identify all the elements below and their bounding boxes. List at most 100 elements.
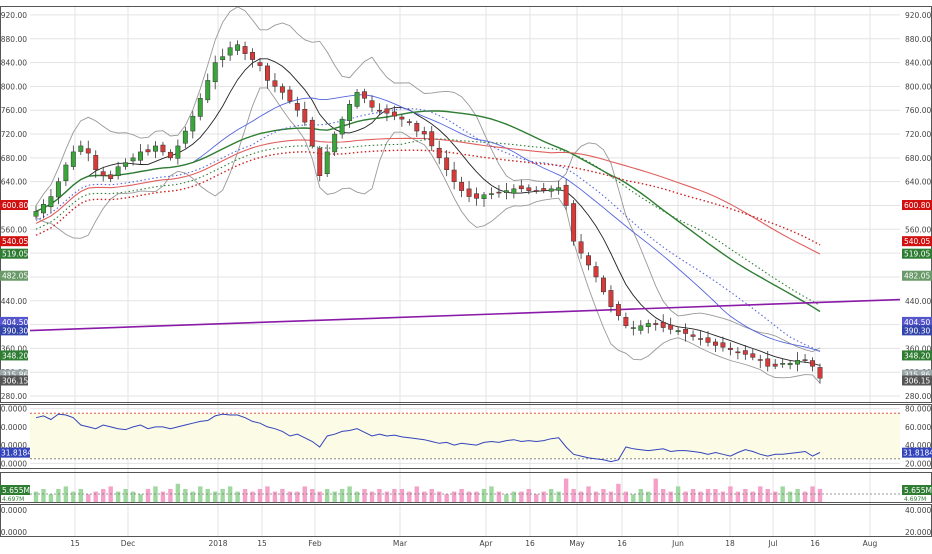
- volume-bar: [56, 489, 61, 502]
- candle-body: [720, 342, 726, 348]
- volume-bar: [392, 489, 397, 502]
- price-label-box-left: [0, 375, 28, 386]
- candle-body: [362, 91, 367, 99]
- rsi-band: [30, 413, 900, 459]
- volume-bar: [511, 491, 517, 502]
- candle-body: [414, 123, 420, 132]
- candle-body: [571, 203, 577, 242]
- y-tick-label: 360.00: [1, 344, 27, 353]
- blank-tick-label: 20.0000: [905, 528, 932, 537]
- volume-bar: [459, 489, 464, 502]
- candle-body: [593, 266, 599, 278]
- candle-body: [541, 188, 547, 191]
- candle-body: [182, 130, 188, 144]
- x-tick-label: Jul: [767, 539, 777, 548]
- candle-body: [354, 92, 360, 107]
- candle-body: [489, 193, 494, 195]
- candle-body: [638, 325, 644, 331]
- candle-body: [698, 338, 703, 340]
- blank-tick-label: 40.0000: [905, 506, 932, 515]
- candle-body: [145, 149, 151, 153]
- volume-bar: [369, 491, 375, 502]
- candle-body: [795, 360, 801, 365]
- candle-body: [787, 363, 793, 366]
- candle-body: [563, 184, 569, 206]
- rsi-tick-label: 60.0000: [905, 423, 932, 432]
- rsi-value-label: 31.8184: [1, 449, 32, 458]
- volume-bar: [787, 491, 793, 502]
- candle-body: [556, 187, 562, 191]
- rsi-tick-label: 40.0000: [0, 441, 27, 450]
- x-tick-label: 15: [70, 539, 80, 548]
- y-tick-label: 920.00: [905, 11, 931, 20]
- candle-body: [503, 190, 509, 193]
- blank-tick-label: 20.0000: [0, 528, 27, 537]
- y-tick-label: 440.00: [905, 297, 931, 306]
- y-tick-label: 280.00: [1, 392, 27, 401]
- volume-bar: [257, 489, 263, 502]
- candle-body: [220, 56, 226, 61]
- ema-100-line: [35, 138, 821, 306]
- y-tick-label: 680.00: [905, 154, 931, 163]
- volume-bar: [549, 489, 554, 502]
- candle-body: [227, 47, 233, 56]
- candle-body: [518, 185, 524, 190]
- rsi-tick-label: 40.0000: [905, 441, 932, 450]
- volume-bar: [339, 489, 345, 502]
- volume-bar: [310, 489, 315, 502]
- candle-body: [242, 46, 248, 54]
- candle-body: [63, 164, 69, 181]
- volume-bar: [519, 491, 524, 502]
- volume-bar: [683, 491, 688, 502]
- panel-frame: [0, 6, 932, 403]
- x-tick-label: 15: [257, 539, 267, 548]
- candle-body: [347, 104, 353, 121]
- volume-bar: [272, 491, 278, 502]
- volume-bar: [773, 491, 778, 502]
- volume-bar: [631, 494, 636, 502]
- volume-bar: [302, 486, 307, 502]
- volume-bar: [765, 489, 770, 502]
- price-label: 404.50: [904, 318, 930, 327]
- candle-body: [750, 353, 756, 358]
- y-tick-label: 880.00: [905, 35, 931, 44]
- candle-body: [713, 341, 718, 346]
- volume-bar: [160, 491, 166, 502]
- volume-bar: [317, 491, 322, 502]
- volume-bar: [623, 491, 629, 502]
- candle-body: [175, 145, 181, 159]
- volume-bar: [758, 486, 763, 502]
- y-tick-label: 360.00: [905, 344, 931, 353]
- price-label-box: [902, 248, 932, 259]
- price-label-left: 540.05: [2, 237, 28, 246]
- candle-body: [578, 241, 584, 254]
- volume-bar: [354, 491, 360, 502]
- x-tick-label: Feb: [308, 539, 322, 548]
- volume-bar: [444, 494, 449, 502]
- volume-bar: [481, 489, 487, 502]
- y-tick-label: 640.00: [1, 178, 27, 187]
- volume-bar: [534, 494, 539, 502]
- volume-bar: [810, 486, 815, 502]
- volume-bar: [377, 489, 382, 502]
- y-tick-label: 760.00: [1, 106, 27, 115]
- price-label: 540.05: [904, 237, 930, 246]
- volume-bar: [601, 489, 606, 502]
- ema-50-line: [35, 107, 821, 352]
- volume-bar: [646, 491, 651, 502]
- candle-body: [481, 194, 487, 199]
- candle-body: [780, 363, 786, 365]
- volume-bar: [115, 491, 121, 502]
- candle-body: [212, 62, 218, 83]
- candle-body: [757, 359, 763, 361]
- candle-body: [384, 108, 390, 114]
- candle-body: [287, 89, 293, 102]
- volume-bar: [41, 489, 46, 502]
- volume-bar: [220, 489, 225, 502]
- candle-body: [444, 157, 450, 171]
- volume-bar: [608, 491, 614, 502]
- candle-body: [526, 187, 532, 191]
- candle-body: [459, 181, 465, 191]
